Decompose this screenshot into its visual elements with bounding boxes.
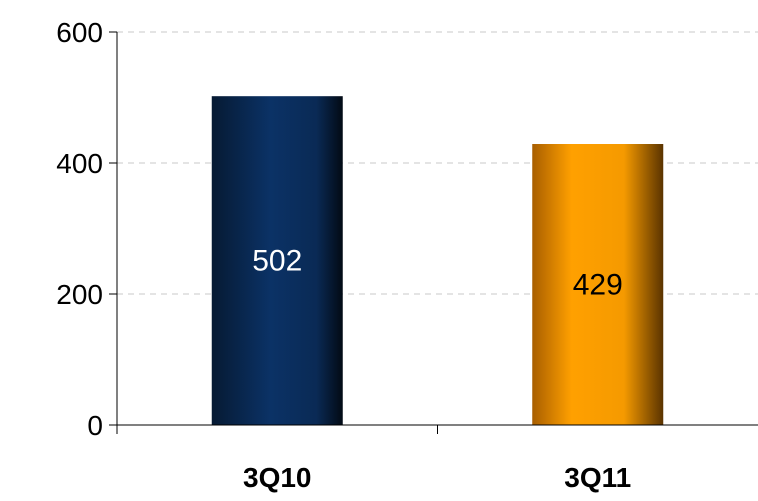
y-tick-label: 400 — [56, 148, 103, 179]
x-category-label: 3Q11 — [564, 462, 631, 493]
bar-3q11 — [532, 144, 664, 425]
bar-3q10 — [211, 96, 343, 425]
y-tick-label: 0 — [87, 410, 103, 441]
y-tick-label: 600 — [56, 17, 103, 48]
data-label: 502 — [252, 245, 302, 278]
y-tick-label: 200 — [56, 279, 103, 310]
x-category-label: 3Q10 — [243, 462, 312, 493]
data-label: 429 — [573, 269, 623, 302]
